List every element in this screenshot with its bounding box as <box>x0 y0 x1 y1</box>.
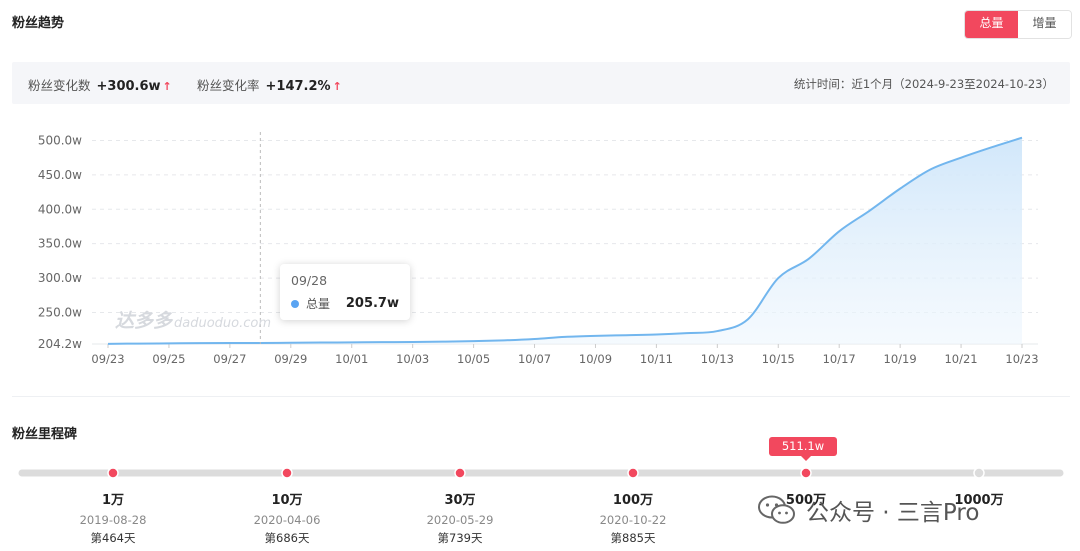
milestone-label: 500万 <box>785 493 827 508</box>
milestone-date: 2019-08-28 <box>79 513 147 527</box>
milestone-date: 2020-10-22 <box>599 513 667 527</box>
fan-change-rate: 粉丝变化率 +147.2% ↑ <box>197 75 342 94</box>
y-tick-label: 350.0w <box>38 237 82 251</box>
watermark-cn: 达多多 <box>115 310 173 332</box>
series-dot-icon <box>291 299 299 308</box>
fan-change-rate-label: 粉丝变化率 <box>197 78 260 93</box>
milestone-node <box>627 467 639 479</box>
fan-trend-chart[interactable]: 204.2w 250.0w 300.0w 350.0w 400.0w 450.0w 500.… <box>0 120 1080 370</box>
tooltip-series-name: 总量 <box>306 297 331 311</box>
milestone-label: 1000万 <box>954 493 1004 508</box>
milestone-label: 1万 <box>101 493 125 508</box>
toggle-increment-button[interactable]: 增量 <box>1018 11 1071 38</box>
x-tick-label: 10/15 <box>762 352 795 366</box>
wechat-watermark: 公众号 · 三言Pro <box>758 493 979 527</box>
y-tick-label: 204.2w <box>38 337 82 351</box>
x-tick-label: 10/09 <box>579 352 612 366</box>
fan-change-rate-value: +147.2% <box>265 79 331 94</box>
y-tick-label: 300.0w <box>38 271 82 285</box>
metric-toggle: 总量 增量 <box>964 10 1072 39</box>
milestone-node <box>454 467 466 479</box>
y-tick-label: 250.0w <box>38 305 82 319</box>
series-area-total <box>108 137 1022 344</box>
milestone-node <box>281 467 293 479</box>
x-tick-label: 09/25 <box>152 352 185 366</box>
y-axis: 204.2w 250.0w 300.0w 350.0w 400.0w 450.0w 500.… <box>38 133 82 351</box>
x-tick-label: 10/01 <box>335 352 368 366</box>
x-tick-label: 10/13 <box>701 352 734 366</box>
x-tick-label: 10/03 <box>396 352 429 366</box>
milestone-label: 30万 <box>444 493 476 508</box>
current-fans-badge: 511.1w <box>769 437 837 461</box>
milestone-days: 第464天 <box>90 531 136 545</box>
section-title-milestone: 粉丝里程碑 <box>12 427 78 442</box>
wechat-account-text: 公众号 · 三言Pro <box>806 500 980 526</box>
toggle-total-button[interactable]: 总量 <box>965 11 1018 38</box>
x-axis: 09/23 09/25 09/27 09/29 10/01 10/03 10/05 10/07… <box>91 344 1039 366</box>
fan-change-count-label: 粉丝变化数 <box>28 78 91 93</box>
milestone-date: 2020-05-29 <box>426 513 494 527</box>
fan-change-count-value: +300.6w <box>96 79 161 94</box>
x-tick-label: 09/27 <box>213 352 246 366</box>
up-arrow-icon: ↑ <box>162 80 172 93</box>
tooltip-row: 总量 205.7w <box>291 295 399 312</box>
milestone-days: 第885天 <box>610 531 656 545</box>
milestone-progress-bar <box>18 467 1064 479</box>
fan-change-count: 粉丝变化数 +300.6w ↑ <box>28 75 172 94</box>
section-title-trend: 粉丝趋势 <box>12 16 65 31</box>
x-tick-label: 10/11 <box>640 352 673 366</box>
wechat-icon <box>758 495 795 524</box>
x-tick-label: 10/07 <box>518 352 551 366</box>
milestone-node <box>800 467 812 479</box>
section-divider <box>12 396 1070 397</box>
milestone-date: 2020-04-06 <box>253 513 321 527</box>
up-arrow-icon: ↑ <box>332 80 342 93</box>
y-tick-label: 450.0w <box>38 168 82 182</box>
x-tick-label: 10/23 <box>1005 352 1038 366</box>
y-tick-label: 500.0w <box>38 133 82 147</box>
tooltip-date: 09/28 <box>291 273 328 288</box>
chart-tooltip: 09/28 总量 205.7w <box>280 264 410 320</box>
x-tick-label: 10/05 <box>457 352 490 366</box>
milestone-days: 第686天 <box>264 531 310 545</box>
x-tick-label: 10/17 <box>823 352 856 366</box>
stat-time-range: 统计时间：近1个月（2024-9-23至2024-10-23） <box>793 77 1054 91</box>
watermark-en: daduoduo.com <box>174 316 272 331</box>
x-tick-label: 10/19 <box>884 352 917 366</box>
watermark-logo: 达多多 daduoduo.com <box>115 306 271 333</box>
milestone-node <box>107 467 119 479</box>
stats-bar: 粉丝变化数 +300.6w ↑ 粉丝变化率 +147.2% ↑ 统计时间：近1个月（20… <box>12 62 1070 104</box>
y-tick-label: 400.0w <box>38 202 82 216</box>
x-tick-label: 10/21 <box>944 352 977 366</box>
milestone-label: 100万 <box>612 493 654 508</box>
tooltip-value: 205.7w <box>345 296 399 311</box>
x-tick-label: 09/29 <box>274 352 307 366</box>
milestone-label: 10万 <box>271 493 303 508</box>
milestone-days: 第739天 <box>437 531 483 545</box>
milestone-node <box>973 467 985 479</box>
x-tick-label: 09/23 <box>91 352 124 366</box>
